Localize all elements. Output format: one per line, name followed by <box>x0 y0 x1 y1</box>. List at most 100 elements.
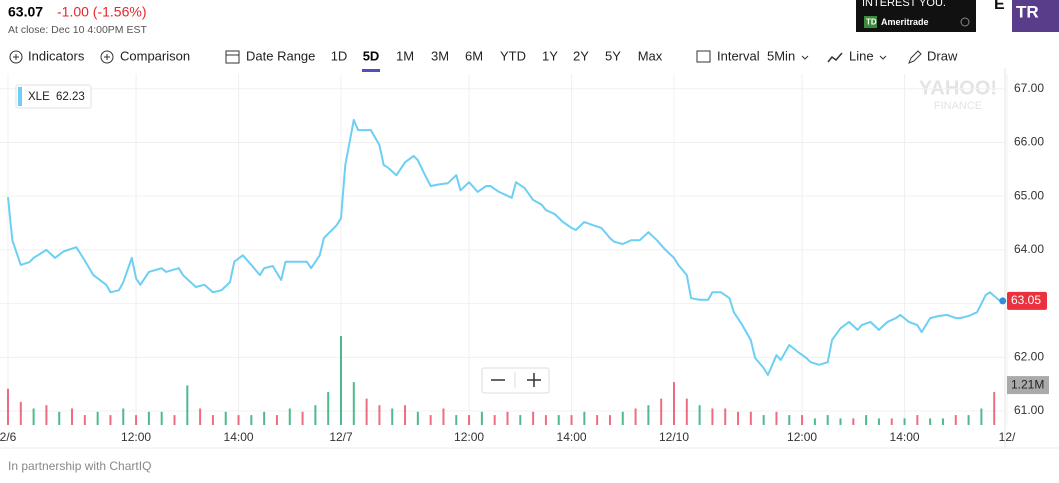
volume-bar <box>275 415 278 425</box>
zoom-in[interactable] <box>527 373 541 387</box>
volume-bar <box>429 415 432 425</box>
x-tick-label: 12:00 <box>454 430 484 444</box>
legend-box <box>15 84 92 109</box>
calendar-icon[interactable] <box>225 50 240 64</box>
volume-bar <box>839 418 842 425</box>
x-tick-label: 14:00 <box>557 430 587 444</box>
volume-bar <box>416 411 419 425</box>
volume-bar <box>340 335 342 425</box>
volume-bar <box>455 415 458 425</box>
volume-bar <box>288 408 291 425</box>
volume-bar <box>378 405 381 425</box>
volume-bar <box>775 411 778 425</box>
volume-bar <box>71 408 74 425</box>
volume-bar <box>557 415 560 425</box>
indicators-button[interactable]: Indicators <box>28 48 85 63</box>
ad-info-icon[interactable] <box>960 17 970 27</box>
volume-bar <box>647 405 650 425</box>
volume-bar <box>698 405 701 425</box>
volume-bar <box>711 408 714 425</box>
date-range-button[interactable]: Date Range <box>246 48 315 63</box>
volume-bar <box>634 408 637 425</box>
comparison-button[interactable]: Comparison <box>120 48 190 63</box>
draw-button[interactable]: Draw <box>927 48 958 63</box>
ad-right-text-2: TR <box>1016 2 1039 21</box>
volume-bar <box>544 415 547 425</box>
comparison-icon[interactable] <box>100 50 114 64</box>
volume-bar <box>890 418 893 425</box>
volume-bar <box>160 411 163 425</box>
line-caret <box>879 55 887 60</box>
volume-bar <box>109 415 112 425</box>
volume-bar <box>621 411 624 425</box>
interval-value[interactable]: 5Min <box>767 48 795 63</box>
comparison-icon-plus <box>104 54 110 60</box>
volume-bar <box>685 398 688 425</box>
y-tick-label: 62.00 <box>1014 349 1044 363</box>
volume-bar <box>186 385 189 425</box>
ad-right-text: E <box>994 0 1005 13</box>
last-price-label: 63.05 <box>1011 293 1041 307</box>
volume-bar <box>404 405 407 425</box>
volume-bar <box>391 408 394 425</box>
x-tick-label: 12:00 <box>121 430 151 444</box>
range-button[interactable]: 1Y <box>542 48 558 63</box>
ad-logo <box>864 16 877 28</box>
draw-icon[interactable] <box>908 50 922 64</box>
line-button[interactable]: Line <box>849 48 874 63</box>
volume-bar <box>32 408 35 425</box>
interval-button[interactable]: Interval <box>717 48 760 63</box>
range-button[interactable]: 5Y <box>605 48 621 63</box>
volume-bar <box>967 415 970 425</box>
y-tick-label: 61.00 <box>1014 403 1044 417</box>
volume-bar <box>506 411 509 425</box>
range-button[interactable]: Max <box>638 48 663 63</box>
legend-swatch <box>18 87 22 106</box>
range-button[interactable]: YTD <box>500 48 526 63</box>
volume-bar <box>737 411 740 425</box>
volume-bar <box>442 408 445 425</box>
volume-bar <box>608 415 611 425</box>
ad-logo-text: TD <box>866 18 877 27</box>
market-status: At close: Dec 10 4:00PM EST <box>8 24 147 36</box>
volume-bar <box>762 415 765 425</box>
interval-caret <box>801 55 809 60</box>
volume-bar <box>199 408 202 425</box>
x-tick-label: 14:00 <box>224 430 254 444</box>
range-button[interactable]: 2Y <box>573 48 589 63</box>
volume-bar <box>224 411 227 425</box>
y-tick-label: 67.00 <box>1014 81 1044 95</box>
x-tick-label: 14:00 <box>890 430 920 444</box>
volume-bar <box>352 382 355 425</box>
volume-bar <box>673 382 675 425</box>
volume-bar <box>250 415 253 425</box>
range-button[interactable]: 3M <box>431 48 449 63</box>
price-change: -1.00 (-1.56%) <box>57 4 146 20</box>
x-tick-label: 2/6 <box>0 430 17 444</box>
price: 63.07 <box>8 4 43 20</box>
line-icon[interactable] <box>827 52 843 63</box>
last-price-tag <box>1007 291 1047 310</box>
volume-bar <box>749 411 752 425</box>
volume-label: 1.21M <box>1011 377 1044 391</box>
volume-bar <box>929 418 932 425</box>
volume-bar <box>58 411 61 425</box>
volume-bar <box>660 398 663 425</box>
interval-icon[interactable] <box>696 50 711 63</box>
x-tick-label: 12:00 <box>787 430 817 444</box>
range-button[interactable]: 1D <box>331 48 348 63</box>
volume-bar <box>980 408 983 425</box>
indicators-icon[interactable] <box>9 50 23 64</box>
indicators-icon-plus <box>13 54 19 60</box>
volume-bar <box>135 415 138 425</box>
range-button[interactable]: 6M <box>465 48 483 63</box>
x-tick-label: 12/10 <box>659 430 689 444</box>
volume-bar <box>916 415 919 425</box>
ad-box-2-left <box>992 0 1012 32</box>
volume-bar <box>852 418 855 425</box>
volume-bar <box>583 411 586 425</box>
volume-bar <box>570 415 573 425</box>
range-button[interactable]: 5D <box>363 48 380 63</box>
range-button[interactable]: 1M <box>396 48 414 63</box>
